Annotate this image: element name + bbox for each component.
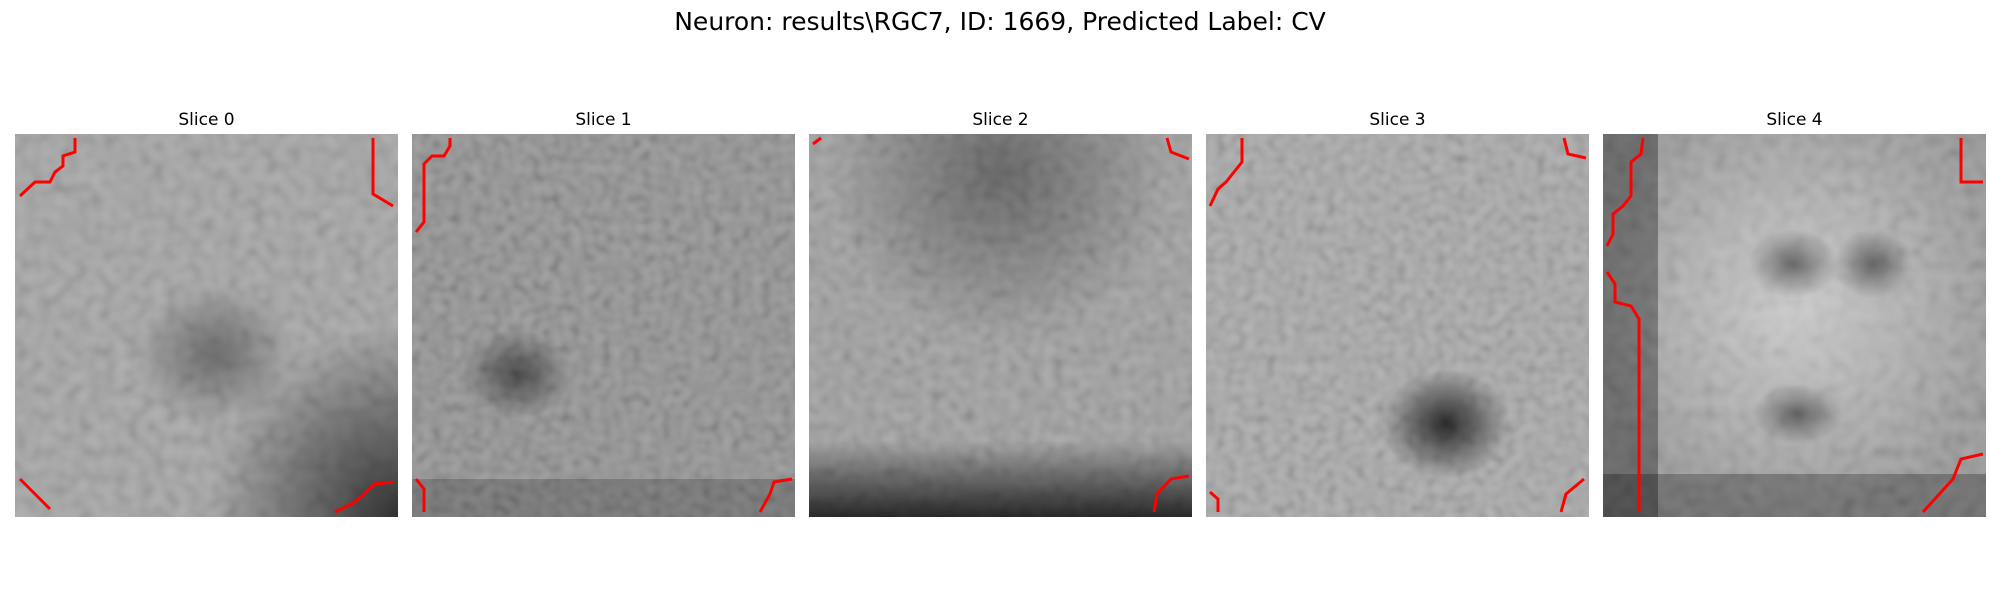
slice-2-title: Slice 2 — [972, 110, 1029, 130]
contour-line — [1605, 137, 1645, 247]
slice-3-image — [1206, 134, 1589, 517]
figure-title: Neuron: results\RGC7, ID: 1669, Predicte… — [674, 7, 1326, 36]
slice-3-canvas — [1206, 134, 1589, 517]
contour-line — [414, 138, 452, 233]
slice-4-canvas — [1603, 134, 1986, 517]
slice-0-canvas — [15, 134, 398, 517]
slice-0-title: Slice 0 — [178, 110, 235, 130]
contour-line — [1152, 474, 1190, 513]
slice-2-image — [809, 134, 1192, 517]
contour-line — [1605, 271, 1641, 512]
contour-line — [414, 478, 426, 512]
contour-line — [371, 138, 394, 208]
slice-3-title: Slice 3 — [1369, 110, 1426, 130]
slice-4-image — [1603, 134, 1986, 517]
slice-0-image — [15, 134, 398, 517]
contour-line — [812, 136, 822, 146]
contour-line — [1921, 452, 1984, 514]
contour-line — [758, 477, 793, 513]
slice-1-canvas — [412, 134, 795, 517]
slice-4-title: Slice 4 — [1766, 110, 1823, 130]
contour-line — [1559, 477, 1585, 513]
contour-line — [1209, 490, 1220, 512]
contour-line — [1959, 138, 1983, 184]
slice-1-image — [412, 134, 795, 517]
slice-1-title: Slice 1 — [575, 110, 632, 130]
contour-line — [1562, 137, 1587, 160]
contour-line — [18, 138, 77, 198]
contour-line — [1165, 137, 1190, 161]
contour-line — [1208, 138, 1244, 207]
slice-2-canvas — [809, 134, 1192, 517]
contour-line — [334, 480, 394, 514]
contour-line — [18, 477, 52, 511]
